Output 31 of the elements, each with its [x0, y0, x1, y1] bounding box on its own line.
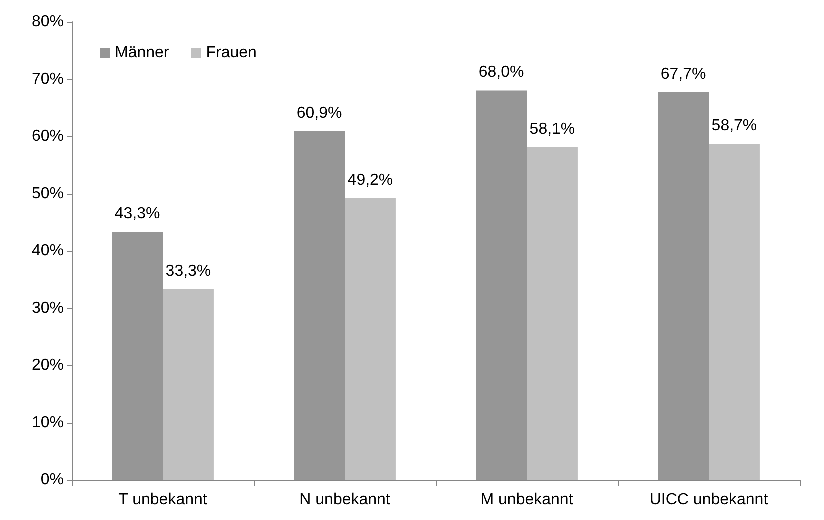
data-label: 33,3% — [166, 262, 212, 280]
data-label: 67,7% — [660, 66, 706, 83]
data-label: 68,0% — [478, 64, 524, 82]
y-tick-label: 50% — [32, 185, 64, 202]
y-tick-label: 30% — [32, 300, 64, 317]
bar — [345, 198, 396, 480]
data-label: 58,7% — [712, 117, 758, 134]
legend-label: Frauen — [206, 44, 257, 62]
bar — [294, 131, 345, 480]
x-tick-label: M unbekannt — [480, 492, 574, 508]
y-tick-label: 10% — [32, 414, 64, 432]
bar — [163, 289, 214, 480]
y-tick-label: 20% — [32, 357, 64, 374]
y-tick-label: 60% — [32, 128, 64, 145]
bar — [112, 232, 163, 480]
y-tick-label: 70% — [32, 70, 64, 88]
data-label: 49,2% — [348, 172, 394, 189]
data-label: 58,1% — [530, 120, 576, 138]
x-tick-label: T unbekannt — [118, 492, 208, 508]
data-label: 60,9% — [296, 104, 342, 122]
y-tick-label: 80% — [32, 14, 64, 30]
bar — [658, 92, 709, 480]
bar — [709, 144, 760, 480]
bar — [476, 90, 527, 480]
x-tick-label: UICC unbekannt — [650, 492, 769, 508]
legend-label: Männer — [115, 44, 170, 62]
y-tick-label: 40% — [32, 242, 64, 260]
bar — [527, 147, 578, 480]
data-label: 43,3% — [114, 206, 160, 223]
x-tick-label: N unbekannt — [300, 492, 391, 508]
y-tick-label: 0% — [40, 472, 64, 488]
